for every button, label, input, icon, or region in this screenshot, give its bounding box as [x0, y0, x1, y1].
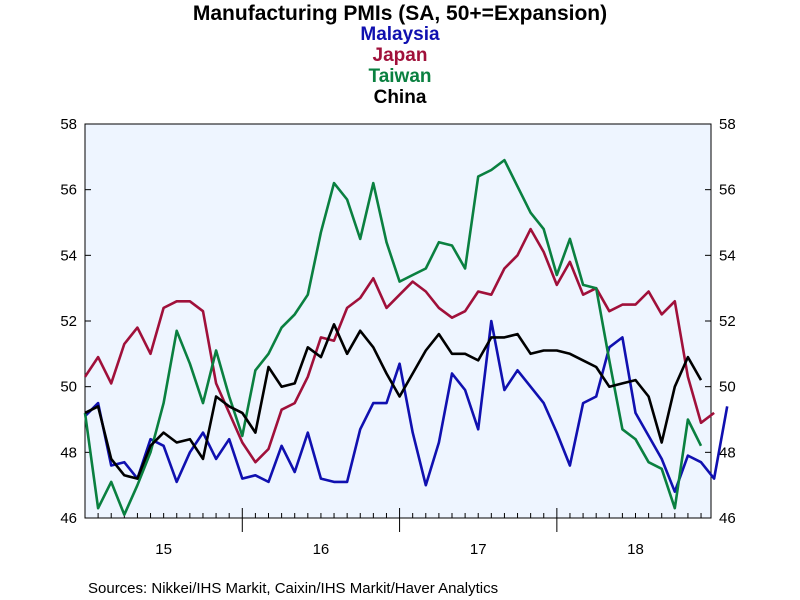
series-line-malaysia [84, 319, 729, 494]
series-line-taiwan [83, 158, 703, 517]
x-tick-label: 17 [470, 541, 487, 558]
plot-area [84, 123, 712, 519]
legend-item-malaysia: Malaysia [360, 24, 440, 45]
legend-item-china: China [374, 87, 427, 108]
series-line-japan [83, 227, 715, 464]
y-tick-label-right: 46 [719, 510, 736, 527]
y-tick-label-left: 56 [60, 182, 77, 199]
y-tick-label-right: 58 [719, 116, 736, 133]
y-tick-label-left: 54 [60, 247, 77, 264]
y-tick-label-right: 54 [719, 247, 736, 264]
y-tick-label-left: 46 [60, 510, 77, 527]
legend-item-taiwan: Taiwan [369, 66, 432, 87]
x-tick-label: 16 [313, 541, 330, 558]
y-tick-label-left: 50 [60, 379, 77, 396]
y-tick-label-left: 52 [60, 313, 77, 330]
legend-item-japan: Japan [373, 45, 428, 66]
y-tick-label-right: 56 [719, 182, 736, 199]
y-tick-label-left: 48 [60, 444, 77, 461]
chart-title: Manufacturing PMIs (SA, 50+=Expansion) [193, 2, 607, 25]
y-tick-label-right: 48 [719, 444, 736, 461]
y-tick-label-right: 52 [719, 313, 736, 330]
y-tick-label-right: 50 [719, 379, 736, 396]
y-tick-label-left: 58 [60, 116, 77, 133]
x-tick-label: 18 [627, 541, 644, 558]
series-line-china [84, 322, 703, 480]
x-tick-label: 15 [155, 541, 172, 558]
chart-axes: 46 46 48 48 50 50 52 52 54 54 56 56 58 58 15 16 17 18 [60, 116, 735, 558]
source-note: Sources: Nikkei/IHS Markit, Caixin/IHS M… [88, 580, 498, 597]
chart-series [83, 158, 729, 517]
